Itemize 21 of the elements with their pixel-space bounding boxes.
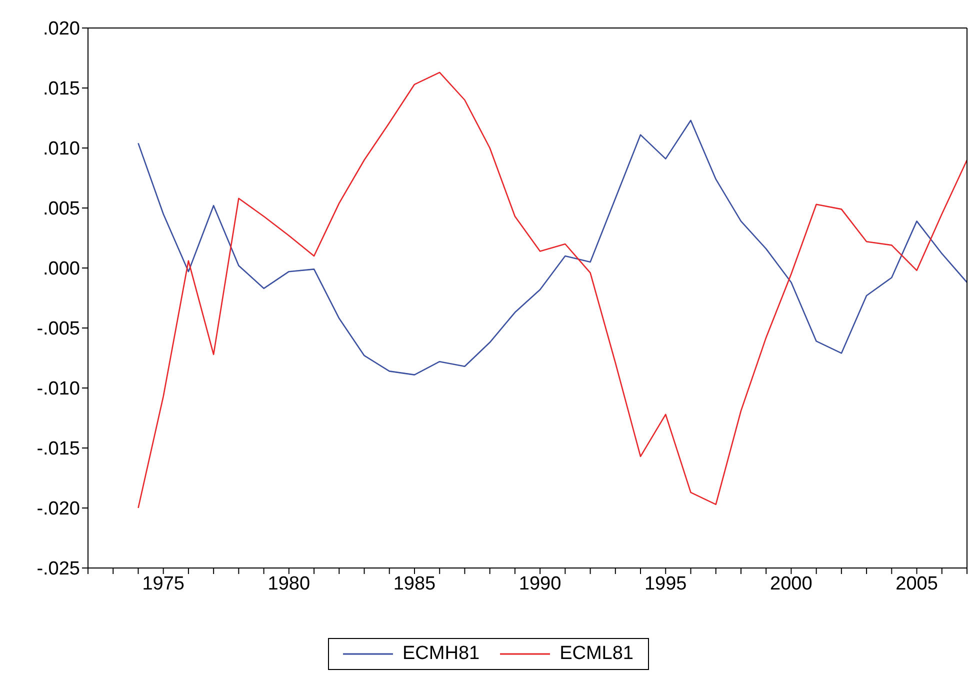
y-tick-label: .000 — [43, 258, 80, 280]
y-tick-label: -.010 — [36, 378, 80, 400]
y-tick-label: -.020 — [36, 498, 80, 520]
y-tick-label: -.005 — [36, 318, 80, 340]
legend-label: ECMH81 — [402, 643, 480, 665]
y-tick-label: .005 — [43, 198, 80, 220]
x-tick-label: 1980 — [268, 573, 310, 594]
x-tick-label: 1985 — [393, 573, 436, 594]
x-tick-label: 1975 — [142, 573, 184, 594]
x-tick-label: 1995 — [644, 573, 687, 594]
legend-label: ECML81 — [560, 643, 634, 665]
y-tick-label: -.025 — [36, 558, 80, 580]
line-series — [138, 72, 967, 509]
x-tick-label: 2005 — [896, 573, 938, 594]
y-tick-label: .015 — [43, 78, 80, 100]
y-tick-label: .010 — [43, 138, 80, 160]
x-tick-label: 2000 — [770, 573, 812, 594]
x-tick-label: 1990 — [518, 573, 562, 594]
y-tick-label: -.015 — [36, 438, 80, 460]
line-series — [138, 120, 967, 376]
y-tick-label: .020 — [43, 18, 80, 40]
